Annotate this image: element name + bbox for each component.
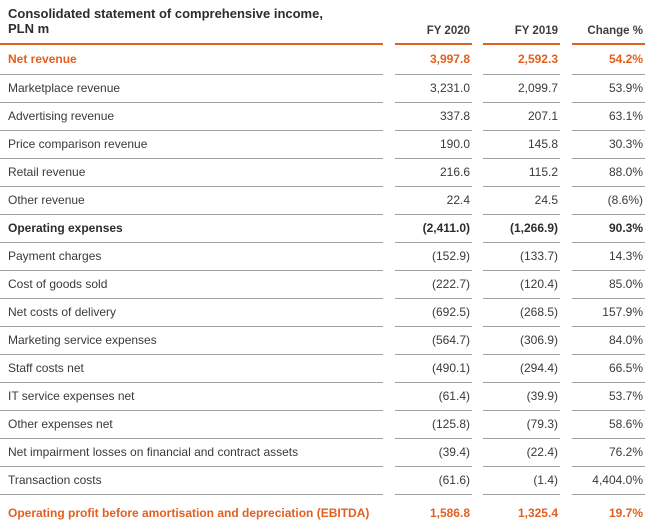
cell-change-pct: 157.9% xyxy=(572,299,645,327)
cell-fy2020: (125.8) xyxy=(395,411,472,439)
table-row: IT service expenses net (61.4) (39.9) 53… xyxy=(0,383,647,411)
row-label: Advertising revenue xyxy=(0,103,383,131)
table-header: Consolidated statement of comprehensive … xyxy=(0,0,647,45)
cell-fy2019: (120.4) xyxy=(483,271,560,299)
cell-change-pct: 54.2% xyxy=(572,45,645,75)
table-row: Operating expenses (2,411.0) (1,266.9) 9… xyxy=(0,215,647,243)
cell-change-pct: 63.1% xyxy=(572,103,645,131)
row-label: Other revenue xyxy=(0,187,383,215)
cell-fy2019: (1,266.9) xyxy=(483,215,560,243)
table-row: Other revenue 22.4 24.5 (8.6%) xyxy=(0,187,647,215)
table-title-line1: Consolidated statement of comprehensive … xyxy=(8,6,323,21)
cell-change-pct: 4,404.0% xyxy=(572,467,645,495)
cell-change-pct: 84.0% xyxy=(572,327,645,355)
cell-fy2019: 1,325.4 xyxy=(517,505,558,520)
table-row: Operating profit before amortisation and… xyxy=(0,495,647,531)
cell-fy2019: 207.1 xyxy=(483,103,560,131)
cell-change-pct: 90.3% xyxy=(572,215,645,243)
row-label: Cost of goods sold xyxy=(0,271,383,299)
cell-fy2019: (268.5) xyxy=(483,299,560,327)
cell-fy2020: (490.1) xyxy=(395,355,472,383)
table-row: Price comparison revenue 190.0 145.8 30.… xyxy=(0,131,647,159)
cell-change-pct: 76.2% xyxy=(572,439,645,467)
row-label: Net costs of delivery xyxy=(0,299,383,327)
cell-change-pct: 88.0% xyxy=(572,159,645,187)
row-label: Net impairment losses on financial and c… xyxy=(0,439,383,467)
table-row: Retail revenue 216.6 115.2 88.0% xyxy=(0,159,647,187)
table-row: Payment charges (152.9) (133.7) 14.3% xyxy=(0,243,647,271)
column-header-fy2020: FY 2020 xyxy=(395,0,472,45)
cell-fy2020: (152.9) xyxy=(395,243,472,271)
row-label: Payment charges xyxy=(0,243,383,271)
cell-fy2019: (1.4) xyxy=(483,467,560,495)
table-row: Net revenue 3,997.8 2,592.3 54.2% xyxy=(0,45,647,75)
table-row: Other expenses net (125.8) (79.3) 58.6% xyxy=(0,411,647,439)
table-row: Net costs of delivery (692.5) (268.5) 15… xyxy=(0,299,647,327)
row-label: Operating expenses xyxy=(0,215,383,243)
cell-fy2020: 1,586.8 xyxy=(429,505,470,520)
cell-fy2019: (22.4) xyxy=(483,439,560,467)
cell-change-pct: 19.7% xyxy=(608,505,643,520)
cell-fy2020: (61.6) xyxy=(395,467,472,495)
cell-fy2019: 115.2 xyxy=(483,159,560,187)
cell-fy2020: 3,997.8 xyxy=(395,45,472,75)
cell-fy2019: (133.7) xyxy=(483,243,560,271)
row-label: Retail revenue xyxy=(0,159,383,187)
cell-change-pct: 30.3% xyxy=(572,131,645,159)
cell-fy2020: 216.6 xyxy=(395,159,472,187)
column-header-change-pct: Change % xyxy=(572,0,645,45)
cell-change-pct: 53.9% xyxy=(572,75,645,103)
cell-change-pct: 53.7% xyxy=(572,383,645,411)
cell-fy2019: 24.5 xyxy=(483,187,560,215)
column-header-fy2019: FY 2019 xyxy=(483,0,560,45)
row-label: Net revenue xyxy=(0,45,383,75)
cell-change-pct: 66.5% xyxy=(572,355,645,383)
cell-fy2019: 2,099.7 xyxy=(483,75,560,103)
cell-fy2019: (306.9) xyxy=(483,327,560,355)
row-label: Price comparison revenue xyxy=(0,131,383,159)
table-body: Net revenue 3,997.8 2,592.3 54.2% Market… xyxy=(0,45,647,531)
cell-fy2019: 145.8 xyxy=(483,131,560,159)
cell-change-pct: 58.6% xyxy=(572,411,645,439)
cell-fy2019: (294.4) xyxy=(483,355,560,383)
row-label: Staff costs net xyxy=(0,355,383,383)
cell-fy2020: 3,231.0 xyxy=(395,75,472,103)
cell-fy2020: (564.7) xyxy=(395,327,472,355)
cell-fy2020: 22.4 xyxy=(395,187,472,215)
table-row: Advertising revenue 337.8 207.1 63.1% xyxy=(0,103,647,131)
table-row: Marketplace revenue 3,231.0 2,099.7 53.9… xyxy=(0,75,647,103)
row-label: Operating profit before amortisation and… xyxy=(8,505,370,520)
cell-fy2020: (222.7) xyxy=(395,271,472,299)
cell-change-pct: 85.0% xyxy=(572,271,645,299)
table-title-line2: PLN m xyxy=(8,21,50,36)
table-row: Transaction costs (61.6) (1.4) 4,404.0% xyxy=(0,467,647,495)
cell-fy2020: 337.8 xyxy=(395,103,472,131)
cell-fy2020: 190.0 xyxy=(395,131,472,159)
cell-fy2020: (2,411.0) xyxy=(395,215,472,243)
cell-fy2019: (79.3) xyxy=(483,411,560,439)
row-label: Transaction costs xyxy=(0,467,383,495)
row-label: Marketing service expenses xyxy=(0,327,383,355)
row-label: IT service expenses net xyxy=(0,383,383,411)
table-title: Consolidated statement of comprehensive … xyxy=(0,0,383,45)
table-row: Net impairment losses on financial and c… xyxy=(0,439,647,467)
row-label: Marketplace revenue xyxy=(0,75,383,103)
cell-fy2020: (692.5) xyxy=(395,299,472,327)
cell-fy2020: (39.4) xyxy=(395,439,472,467)
cell-fy2020: (61.4) xyxy=(395,383,472,411)
cell-change-pct: (8.6%) xyxy=(572,187,645,215)
cell-change-pct: 14.3% xyxy=(572,243,645,271)
table-row: Staff costs net (490.1) (294.4) 66.5% xyxy=(0,355,647,383)
table-row: Cost of goods sold (222.7) (120.4) 85.0% xyxy=(0,271,647,299)
row-label: Other expenses net xyxy=(0,411,383,439)
cell-fy2019: (39.9) xyxy=(483,383,560,411)
cell-fy2019: 2,592.3 xyxy=(483,45,560,75)
table-row: Marketing service expenses (564.7) (306.… xyxy=(0,327,647,355)
